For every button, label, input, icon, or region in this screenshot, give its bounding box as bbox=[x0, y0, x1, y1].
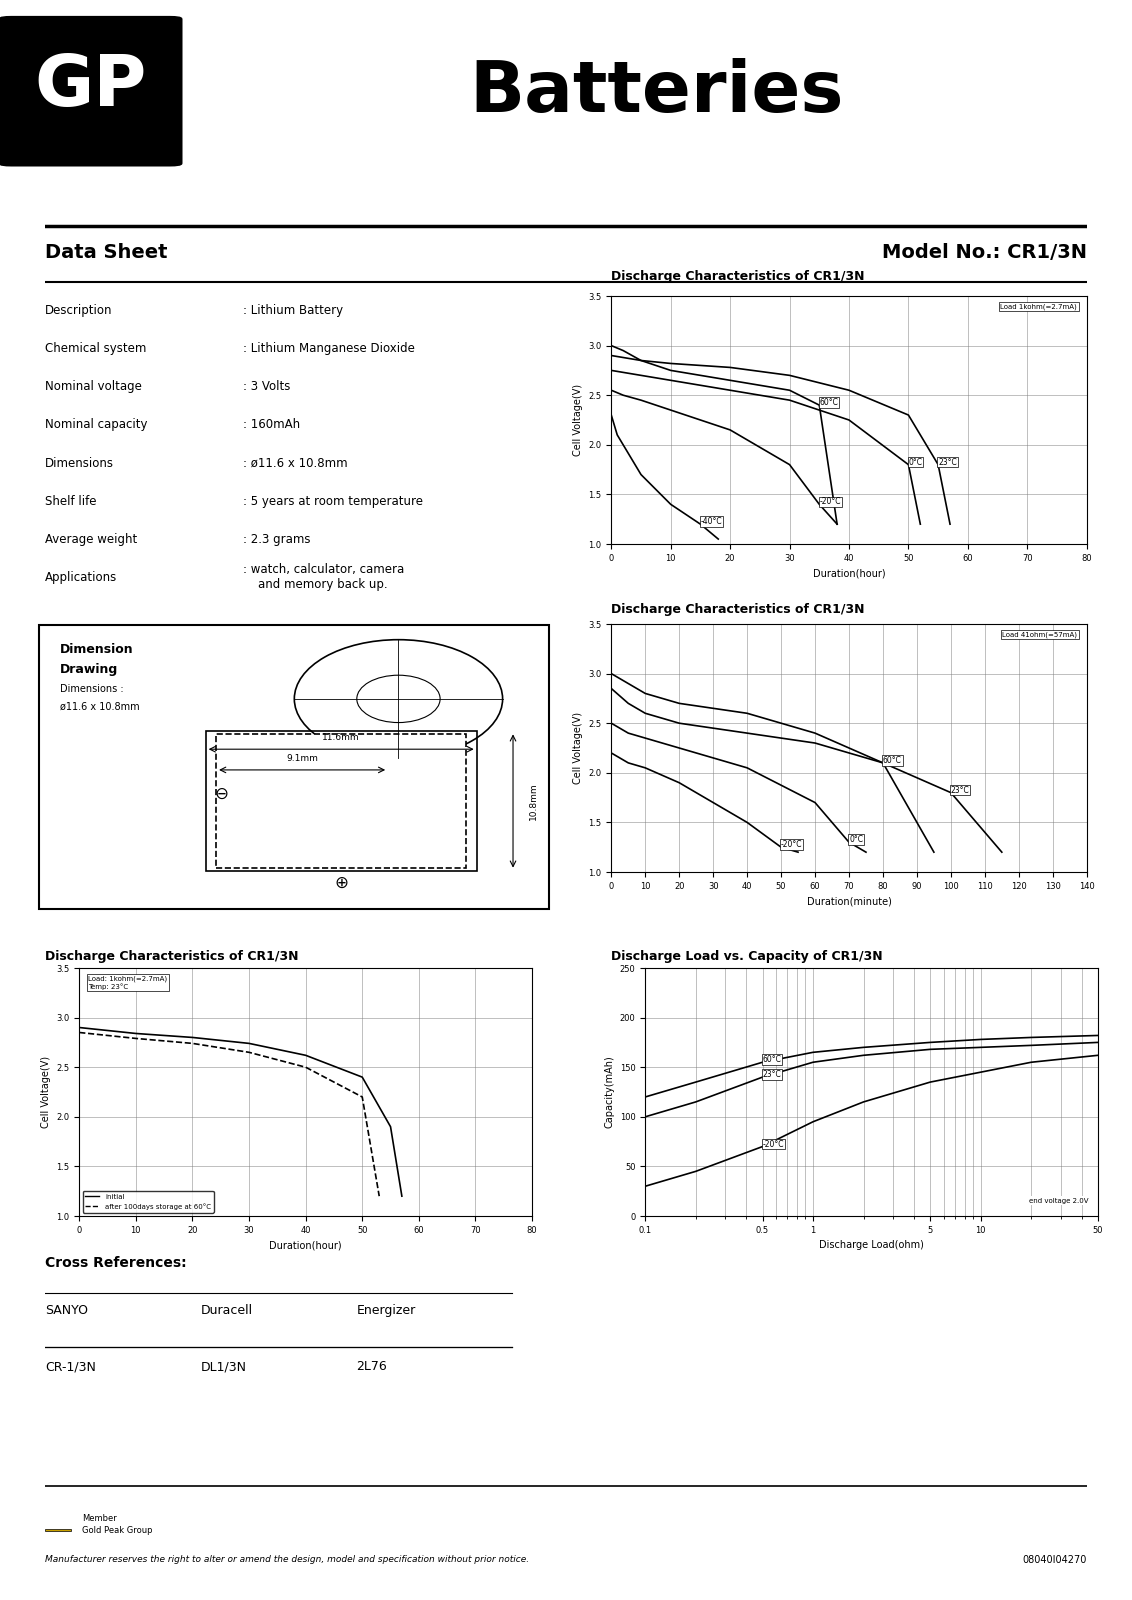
Text: Manufacturer reserves the right to alter or amend the design, model and specific: Manufacturer reserves the right to alter… bbox=[45, 1555, 530, 1565]
Text: Dimension: Dimension bbox=[60, 643, 134, 656]
Text: 2L76: 2L76 bbox=[357, 1360, 387, 1373]
Text: Discharge Characteristics of CR1/3N: Discharge Characteristics of CR1/3N bbox=[611, 603, 865, 616]
Text: Shelf life: Shelf life bbox=[45, 494, 96, 507]
Text: Discharge Characteristics of CR1/3N: Discharge Characteristics of CR1/3N bbox=[45, 950, 299, 963]
Text: 60°C: 60°C bbox=[883, 755, 902, 765]
Text: 9.1mm: 9.1mm bbox=[286, 754, 318, 763]
Text: Energizer: Energizer bbox=[357, 1304, 415, 1317]
Text: end voltage 2.0V: end voltage 2.0V bbox=[1029, 1197, 1089, 1203]
Text: : Lithium Manganese Dioxide: : Lithium Manganese Dioxide bbox=[243, 342, 415, 355]
X-axis label: Duration(hour): Duration(hour) bbox=[813, 568, 885, 578]
Text: DL1/3N: DL1/3N bbox=[201, 1360, 247, 1373]
Text: ø11.6 x 10.8mm: ø11.6 x 10.8mm bbox=[60, 702, 139, 712]
Text: ®: ® bbox=[103, 152, 112, 163]
Text: SANYO: SANYO bbox=[45, 1304, 88, 1317]
Text: Model No.: CR1/3N: Model No.: CR1/3N bbox=[882, 243, 1087, 261]
Text: Nominal capacity: Nominal capacity bbox=[45, 419, 148, 432]
Text: -20°C: -20°C bbox=[763, 1139, 784, 1149]
Bar bbox=[216, 734, 466, 867]
Text: Chemical system: Chemical system bbox=[45, 342, 147, 355]
Text: GP: GP bbox=[34, 51, 147, 122]
Text: 60°C: 60°C bbox=[763, 1056, 781, 1064]
Legend: initial, after 100days storage at 60°C: initial, after 100days storage at 60°C bbox=[83, 1190, 214, 1213]
Y-axis label: Cell Voltage(V): Cell Voltage(V) bbox=[573, 384, 583, 456]
Text: : Lithium Battery: : Lithium Battery bbox=[243, 304, 343, 317]
Text: Drawing: Drawing bbox=[60, 664, 118, 677]
FancyBboxPatch shape bbox=[0, 18, 181, 165]
Text: -20°C: -20°C bbox=[820, 498, 841, 506]
Text: : ø11.6 x 10.8mm: : ø11.6 x 10.8mm bbox=[243, 456, 348, 469]
Text: : 3 Volts: : 3 Volts bbox=[243, 381, 291, 394]
Text: CR-1/3N: CR-1/3N bbox=[45, 1360, 96, 1373]
Text: 08040I04270: 08040I04270 bbox=[1022, 1555, 1087, 1565]
Text: Duracell: Duracell bbox=[201, 1304, 254, 1317]
Text: -40°C: -40°C bbox=[701, 517, 722, 526]
Text: Discharge Load vs. Capacity of CR1/3N: Discharge Load vs. Capacity of CR1/3N bbox=[611, 950, 883, 963]
Text: 23°C: 23°C bbox=[938, 458, 957, 467]
Text: Nominal voltage: Nominal voltage bbox=[45, 381, 143, 394]
Text: 0°C: 0°C bbox=[908, 458, 923, 467]
Text: ⊖: ⊖ bbox=[214, 784, 229, 803]
Text: Load: 1kohm(=2.7mA)
Temp: 23°C: Load: 1kohm(=2.7mA) Temp: 23°C bbox=[88, 976, 168, 990]
Text: 11.6mm: 11.6mm bbox=[323, 733, 360, 742]
Text: -20°C: -20°C bbox=[781, 840, 803, 850]
Text: Cross References:: Cross References: bbox=[45, 1256, 187, 1270]
X-axis label: Duration(minute): Duration(minute) bbox=[807, 896, 891, 906]
Text: 10.8mm: 10.8mm bbox=[529, 782, 538, 819]
Y-axis label: Capacity(mAh): Capacity(mAh) bbox=[604, 1056, 615, 1128]
Text: : watch, calculator, camera
    and memory back up.: : watch, calculator, camera and memory b… bbox=[243, 563, 404, 592]
X-axis label: Duration(hour): Duration(hour) bbox=[269, 1240, 342, 1250]
X-axis label: Discharge Load(ohm): Discharge Load(ohm) bbox=[820, 1240, 924, 1250]
Bar bbox=[45, 1530, 71, 1531]
Text: Description: Description bbox=[45, 304, 113, 317]
Text: 0°C: 0°C bbox=[849, 835, 863, 845]
Text: ⊕: ⊕ bbox=[334, 874, 349, 891]
Text: : 160mAh: : 160mAh bbox=[243, 419, 300, 432]
Text: 23°C: 23°C bbox=[763, 1070, 781, 1078]
Text: Data Sheet: Data Sheet bbox=[45, 243, 168, 261]
Text: Average weight: Average weight bbox=[45, 533, 137, 546]
Text: Dimensions: Dimensions bbox=[45, 456, 114, 469]
Text: : 2.3 grams: : 2.3 grams bbox=[243, 533, 310, 546]
Text: Discharge Characteristics of CR1/3N: Discharge Characteristics of CR1/3N bbox=[611, 270, 865, 283]
Text: : 5 years at room temperature: : 5 years at room temperature bbox=[243, 494, 423, 507]
Text: Load 1kohm(=2.7mA): Load 1kohm(=2.7mA) bbox=[1001, 304, 1078, 310]
Text: Applications: Applications bbox=[45, 571, 118, 584]
Bar bbox=[206, 731, 477, 870]
Text: Load 41ohm(=57mA): Load 41ohm(=57mA) bbox=[1002, 632, 1078, 638]
Y-axis label: Cell Voltage(V): Cell Voltage(V) bbox=[41, 1056, 51, 1128]
Text: 23°C: 23°C bbox=[951, 786, 970, 795]
Text: Batteries: Batteries bbox=[470, 58, 843, 126]
Text: Member
Gold Peak Group: Member Gold Peak Group bbox=[82, 1514, 152, 1534]
Text: 60°C: 60°C bbox=[820, 398, 838, 406]
Y-axis label: Cell Voltage(V): Cell Voltage(V) bbox=[573, 712, 583, 784]
Text: Dimensions :: Dimensions : bbox=[60, 685, 123, 694]
